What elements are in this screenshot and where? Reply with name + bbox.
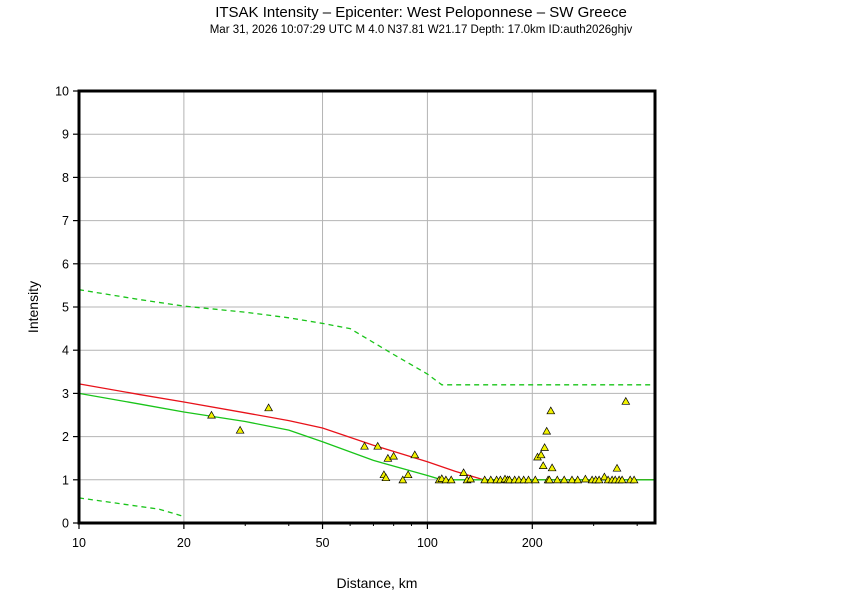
series-line-green-dashed-upper — [78, 289, 655, 386]
y-tick-label: 7 — [62, 214, 69, 228]
y-tick-label: 3 — [62, 387, 69, 401]
station-marker — [552, 475, 562, 484]
station-marker — [459, 468, 469, 476]
station-marker — [617, 475, 627, 484]
y-tick-label: 1 — [62, 473, 69, 487]
station-marker — [536, 450, 546, 459]
station-marker — [629, 475, 639, 484]
station-marker — [480, 475, 490, 484]
station-marker — [383, 453, 393, 462]
y-tick-label: 9 — [62, 128, 69, 142]
station-marker — [360, 441, 369, 450]
x-tick-label: 10 — [72, 536, 86, 550]
station-marker — [466, 474, 476, 483]
station-marker — [486, 475, 496, 484]
x-tick-label: 100 — [417, 536, 438, 550]
series-line-green-solid — [78, 392, 655, 481]
station-marker — [612, 463, 622, 472]
station-marker — [580, 474, 590, 483]
y-tick-label: 0 — [62, 517, 69, 531]
station-points — [207, 396, 639, 484]
station-marker — [540, 443, 550, 451]
station-marker — [207, 410, 216, 419]
station-marker — [567, 475, 577, 484]
series-line-green-dashed-lower — [78, 497, 185, 518]
chart-title: ITSAK Intensity – Epicenter: West Pelopo… — [215, 4, 627, 21]
station-marker — [573, 475, 583, 484]
station-marker — [559, 475, 569, 484]
station-marker — [235, 425, 245, 434]
y-axis-label: Intensity — [25, 281, 41, 333]
station-marker — [546, 406, 556, 415]
x-tick-label: 200 — [522, 536, 543, 550]
station-marker — [524, 475, 533, 484]
station-marker — [544, 475, 554, 484]
station-marker — [505, 475, 514, 484]
y-tick-label: 6 — [62, 257, 69, 271]
station-marker — [389, 451, 399, 460]
station-marker — [599, 472, 609, 481]
x-tick-label: 50 — [316, 536, 330, 550]
station-marker — [446, 475, 456, 484]
y-tick-label: 8 — [62, 171, 69, 185]
series-lines — [78, 289, 655, 518]
chart-subtitle: Mar 31, 2026 10:07:29 UTC M 4.0 N37.81 W… — [209, 24, 633, 36]
station-marker — [381, 473, 391, 482]
x-axis-label: Distance, km — [337, 575, 418, 591]
station-marker — [373, 441, 383, 450]
station-marker — [542, 426, 552, 435]
axis-ticks: 0 1 2 3 4 5 6 7 8 9 10 10 20 50 100 200 — [55, 85, 638, 550]
y-tick-label: 2 — [62, 430, 69, 444]
station-marker — [441, 475, 451, 484]
series-line-red-solid — [78, 383, 484, 481]
y-tick-label: 4 — [62, 344, 69, 358]
y-tick-label: 10 — [55, 85, 69, 99]
station-marker — [264, 403, 274, 412]
station-marker — [403, 470, 413, 479]
station-marker — [547, 463, 557, 472]
station-marker — [538, 461, 548, 469]
station-marker — [621, 396, 631, 405]
x-tick-label: 20 — [177, 536, 191, 550]
y-tick-label: 5 — [62, 301, 69, 315]
station-marker — [410, 450, 420, 459]
station-marker — [398, 475, 408, 484]
station-marker — [530, 475, 540, 484]
